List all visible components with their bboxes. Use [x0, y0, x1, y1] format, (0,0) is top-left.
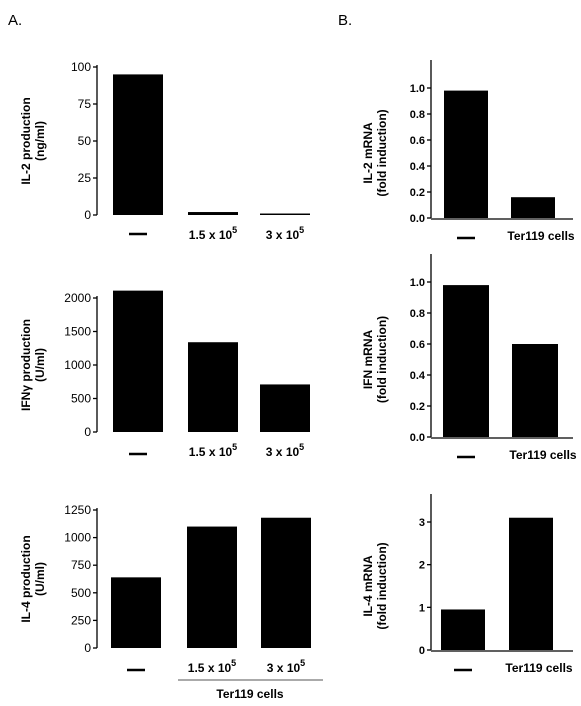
bar	[187, 526, 237, 648]
y-tick-label: 1	[419, 602, 425, 614]
bar	[188, 342, 238, 432]
bar	[188, 212, 238, 215]
y-tick-label: 750	[71, 558, 91, 572]
y-tick-label: 500	[71, 586, 91, 600]
y-tick-label: 250	[71, 613, 91, 627]
panel-label-b: B.	[338, 12, 353, 29]
y-tick-label: 1.0	[410, 83, 425, 95]
group-label: Ter119 cells	[216, 687, 283, 701]
bar	[111, 577, 161, 648]
y-tick-label: 0.2	[410, 401, 425, 413]
x-tick-label: 1.5 x 105	[189, 442, 237, 459]
y-axis-unit-label: (fold induction)	[375, 109, 389, 196]
y-tick-label: 0	[84, 425, 91, 439]
y-axis-unit-label: (fold induction)	[375, 316, 389, 403]
bar	[512, 344, 558, 437]
bar	[260, 213, 310, 215]
y-tick-label: 1500	[64, 325, 91, 339]
y-tick-label: 1000	[64, 358, 91, 372]
x-tick-label: Ter119 cells	[505, 661, 572, 675]
y-axis-label: IFN mRNA	[361, 330, 375, 390]
y-tick-label: 0.2	[410, 187, 425, 199]
y-tick-label: 0.6	[410, 135, 425, 147]
x-tick-label: 1.5 x 105	[188, 658, 236, 675]
panel-label-a: A.	[8, 12, 23, 29]
y-tick-label: 0	[419, 645, 425, 657]
y-tick-label: 1000	[64, 531, 91, 545]
y-tick-label: 0	[84, 208, 91, 222]
x-tick-label: 3 x 105	[267, 658, 305, 675]
bar	[260, 384, 310, 432]
bar	[444, 90, 488, 218]
bar	[113, 290, 163, 432]
y-tick-label: 0.4	[410, 370, 426, 382]
bar	[509, 517, 553, 650]
bar	[443, 285, 489, 437]
y-tick-label: 1.0	[410, 277, 425, 289]
x-tick-label: 1.5 x 105	[189, 225, 237, 242]
y-tick-label: 75	[78, 97, 92, 111]
x-tick-label: Ter119 cells	[507, 229, 574, 243]
y-tick-label: 0.0	[410, 213, 425, 225]
y-axis-label: IL-2 production	[19, 97, 33, 184]
y-tick-label: 25	[78, 171, 92, 185]
y-axis-unit-label: (U/ml)	[33, 348, 47, 382]
y-tick-label: 3	[419, 517, 425, 529]
bar	[441, 609, 485, 650]
y-axis-label: IL-4 mRNA	[361, 555, 375, 617]
y-axis-label: IL-4 production	[19, 535, 33, 622]
y-tick-label: 0.8	[410, 308, 425, 320]
bar	[113, 74, 163, 216]
x-tick-label: 3 x 105	[266, 225, 304, 242]
y-axis-label: IL-2 mRNA	[361, 122, 375, 184]
x-tick-label: 3 x 105	[266, 442, 304, 459]
y-tick-label: 0	[84, 641, 91, 655]
y-tick-label: 500	[71, 392, 91, 406]
bar	[511, 197, 555, 218]
y-tick-label: 0.6	[410, 339, 425, 351]
y-axis-label: IFNγ production	[19, 319, 33, 411]
bar	[261, 517, 311, 648]
y-tick-label: 0.8	[410, 109, 425, 121]
y-tick-label: 0.0	[410, 432, 425, 444]
y-axis-unit-label: (ng/ml)	[33, 121, 47, 161]
y-tick-label: 2000	[64, 291, 91, 305]
y-tick-label: 1250	[64, 503, 91, 517]
x-tick-label: Ter119 cells	[509, 448, 576, 462]
y-tick-label: 50	[78, 134, 92, 148]
y-axis-unit-label: (fold induction)	[375, 542, 389, 629]
y-axis-unit-label: (U/ml)	[33, 562, 47, 596]
y-tick-label: 2	[419, 560, 425, 572]
y-tick-label: 0.4	[410, 161, 426, 173]
y-tick-label: 100	[71, 60, 91, 74]
